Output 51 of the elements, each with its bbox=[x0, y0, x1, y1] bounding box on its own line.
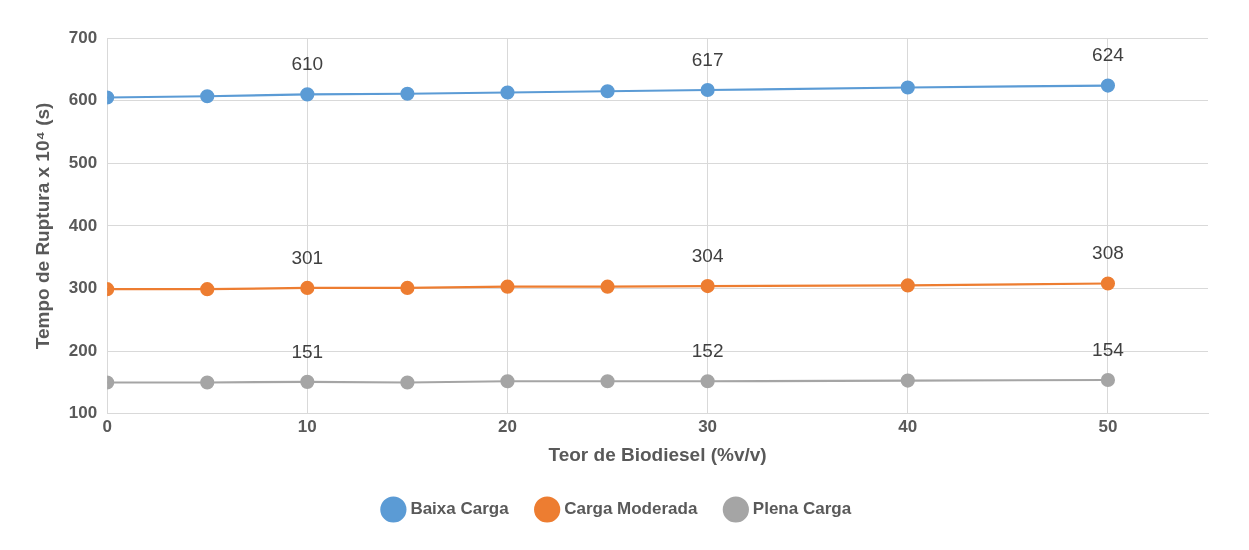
point bbox=[900, 80, 915, 95]
x-tick-label: 0 bbox=[102, 416, 112, 436]
point bbox=[1100, 372, 1116, 388]
y-tick-label: 700 bbox=[68, 27, 98, 47]
y-tick-label: 300 bbox=[68, 278, 98, 298]
data-label: 617 bbox=[691, 48, 724, 70]
y-axis-title: Tempo de Ruptura x 10⁴ (s) bbox=[31, 102, 53, 350]
point bbox=[700, 82, 715, 98]
point bbox=[400, 375, 415, 390]
x-tick-label: 40 bbox=[898, 416, 918, 436]
point bbox=[400, 280, 415, 296]
data-label: 610 bbox=[291, 53, 324, 75]
point bbox=[600, 374, 615, 389]
data-label: 304 bbox=[691, 244, 724, 266]
point bbox=[500, 85, 515, 100]
data-label: 624 bbox=[1092, 44, 1125, 66]
y-tick-label: 200 bbox=[68, 340, 98, 360]
data-label: 308 bbox=[1092, 242, 1124, 264]
x-tick-label: 10 bbox=[297, 416, 317, 436]
point bbox=[900, 278, 915, 293]
data-label: 301 bbox=[291, 246, 324, 268]
point bbox=[1100, 276, 1116, 291]
x-tick-label: 30 bbox=[698, 416, 718, 436]
y-tick-label: 100 bbox=[68, 403, 98, 423]
point bbox=[1100, 78, 1116, 93]
point bbox=[300, 280, 315, 296]
point bbox=[500, 374, 515, 389]
point bbox=[700, 374, 715, 389]
point bbox=[600, 279, 615, 294]
point bbox=[700, 278, 715, 294]
x-tick-label: 50 bbox=[1098, 416, 1118, 436]
x-tick-label: 20 bbox=[498, 416, 517, 436]
point bbox=[500, 279, 515, 294]
legend-label: Carga Moderada bbox=[564, 499, 698, 519]
legend-label: Baixa Carga bbox=[410, 499, 510, 519]
legend-label: Plena Carga bbox=[752, 499, 852, 519]
point bbox=[200, 89, 215, 104]
point bbox=[300, 87, 315, 102]
x-axis-title: Teor de Biodiesel (%v/v) bbox=[548, 443, 767, 465]
point bbox=[400, 86, 415, 101]
y-tick-label: 500 bbox=[68, 152, 98, 172]
point bbox=[300, 374, 315, 389]
data-label: 151 bbox=[291, 340, 324, 362]
point bbox=[200, 282, 215, 297]
y-tick-label: 400 bbox=[68, 215, 98, 235]
point bbox=[900, 373, 915, 388]
data-label: 154 bbox=[1092, 338, 1125, 360]
point bbox=[200, 375, 215, 390]
point bbox=[600, 84, 615, 99]
y-tick-label: 600 bbox=[68, 90, 98, 110]
data-label: 152 bbox=[691, 339, 724, 361]
